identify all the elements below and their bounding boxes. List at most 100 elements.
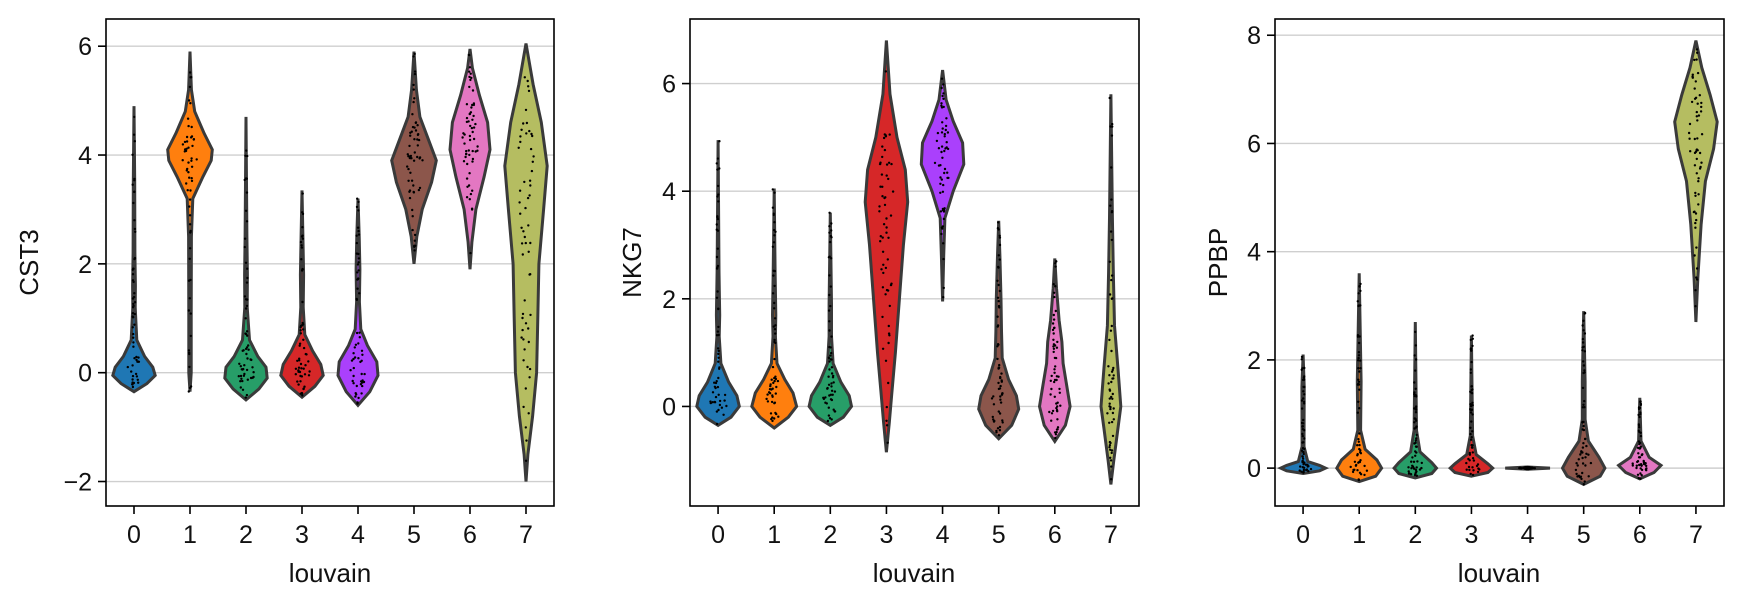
strip-point bbox=[1107, 382, 1110, 385]
strip-point bbox=[718, 403, 722, 407]
strip-point bbox=[238, 362, 241, 365]
strip-point bbox=[1697, 193, 1700, 196]
plot-frame bbox=[1274, 18, 1725, 507]
strip-point bbox=[131, 306, 135, 309]
strip-point bbox=[715, 162, 718, 165]
strip-point bbox=[244, 333, 248, 336]
strip-point bbox=[824, 401, 827, 404]
strip-point bbox=[1413, 354, 1416, 357]
strip-point bbox=[413, 245, 416, 248]
strip-point bbox=[1056, 340, 1059, 344]
strip-point bbox=[1695, 157, 1699, 161]
strip-point bbox=[1110, 198, 1113, 201]
strip-point bbox=[1053, 371, 1056, 374]
y-tick-label: 4 bbox=[662, 178, 676, 206]
strip-point bbox=[720, 406, 724, 409]
strip-point bbox=[1054, 265, 1057, 268]
strip-point bbox=[471, 103, 474, 107]
strip-point bbox=[465, 149, 468, 153]
strip-point bbox=[241, 379, 244, 383]
strip-point bbox=[828, 357, 831, 360]
strip-point bbox=[891, 190, 895, 193]
strip-point bbox=[1110, 324, 1114, 328]
strip-point bbox=[827, 406, 830, 409]
strip-point bbox=[1414, 387, 1417, 390]
strip-point bbox=[305, 353, 308, 356]
strip-point bbox=[1055, 375, 1059, 378]
strip-point bbox=[468, 66, 472, 69]
strip-point bbox=[717, 307, 720, 310]
strip-point bbox=[192, 138, 196, 141]
strip-point bbox=[1639, 467, 1642, 470]
strip-point bbox=[1054, 365, 1057, 368]
strip-point bbox=[244, 261, 248, 264]
strip-point bbox=[356, 226, 360, 229]
strip-point bbox=[1302, 471, 1305, 474]
violin-cluster-5 bbox=[390, 51, 438, 265]
strip-point bbox=[408, 190, 411, 193]
strip-point bbox=[998, 234, 1001, 237]
strip-point bbox=[133, 190, 136, 194]
strip-point bbox=[765, 397, 768, 401]
strip-point bbox=[1575, 462, 1578, 465]
strip-point bbox=[828, 240, 832, 244]
strip-point bbox=[1109, 448, 1112, 451]
strip-point bbox=[1411, 456, 1414, 459]
strip-point bbox=[944, 124, 948, 128]
strip-point bbox=[997, 265, 1000, 269]
strip-point bbox=[527, 412, 530, 415]
strip-point bbox=[1301, 457, 1305, 460]
strip-point bbox=[352, 366, 355, 370]
strip-point bbox=[1353, 460, 1357, 463]
strip-point bbox=[518, 189, 522, 192]
strip-point bbox=[1471, 334, 1474, 337]
strip-point bbox=[716, 347, 720, 350]
strip-point bbox=[943, 149, 946, 153]
strip-point bbox=[187, 161, 190, 164]
strip-point bbox=[717, 408, 720, 412]
strip-point bbox=[1581, 456, 1584, 460]
strip-point bbox=[356, 278, 359, 281]
strip-point bbox=[1577, 458, 1581, 461]
strip-point bbox=[188, 71, 192, 74]
strip-point bbox=[1110, 166, 1113, 169]
strip-point bbox=[828, 274, 831, 277]
strip-point bbox=[717, 349, 720, 353]
strip-point bbox=[1111, 377, 1114, 380]
y-tick-label: 6 bbox=[662, 71, 676, 99]
strip-point bbox=[308, 370, 311, 373]
strip-point bbox=[714, 381, 718, 385]
strip-point bbox=[134, 372, 138, 376]
strip-point bbox=[940, 232, 943, 236]
strip-point bbox=[471, 118, 474, 122]
strip-point bbox=[1645, 467, 1648, 470]
strip-point bbox=[776, 379, 780, 383]
strip-point bbox=[1691, 73, 1695, 76]
strip-point bbox=[304, 364, 307, 367]
strip-point bbox=[939, 182, 942, 185]
strip-point bbox=[1000, 393, 1004, 396]
strip-point bbox=[945, 141, 948, 144]
strip-point bbox=[885, 419, 888, 422]
strip-point bbox=[1526, 465, 1529, 469]
strip-point bbox=[1581, 324, 1584, 327]
strip-point bbox=[252, 375, 255, 379]
strip-point bbox=[357, 209, 360, 212]
strip-point bbox=[351, 379, 354, 383]
strip-point bbox=[132, 341, 135, 344]
strip-point bbox=[879, 240, 882, 243]
strip-point bbox=[521, 253, 524, 256]
strip-point bbox=[942, 286, 945, 290]
strip-point bbox=[830, 372, 834, 375]
strip-point bbox=[241, 349, 244, 352]
strip-point bbox=[1468, 468, 1471, 472]
strip-points bbox=[1298, 48, 1704, 486]
strip-point bbox=[1469, 426, 1472, 429]
strip-point bbox=[717, 376, 720, 380]
strip-point bbox=[360, 392, 363, 395]
strip-point bbox=[406, 153, 409, 156]
strip-point bbox=[243, 364, 246, 367]
strip-point bbox=[357, 396, 360, 400]
strip-point bbox=[471, 157, 475, 161]
violin-cluster-0 bbox=[111, 106, 157, 394]
